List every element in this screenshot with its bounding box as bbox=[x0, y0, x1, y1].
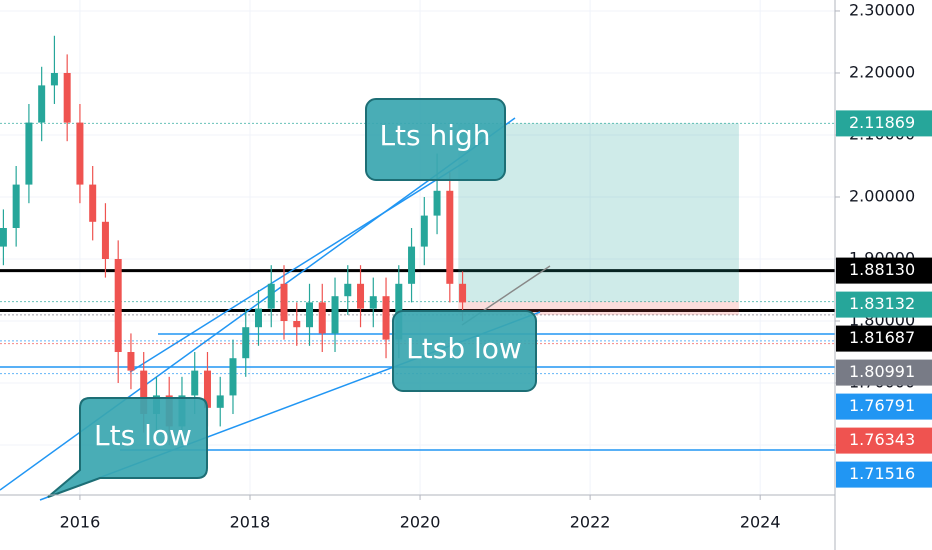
candle-body bbox=[229, 358, 237, 396]
trend-line bbox=[129, 159, 469, 373]
price-tag bbox=[836, 393, 932, 420]
price-tag-label: 1.80991 bbox=[849, 362, 915, 381]
candle-body bbox=[420, 215, 428, 247]
price-tag bbox=[836, 257, 932, 284]
x-tick-label: 2020 bbox=[400, 513, 441, 532]
x-tick-label: 2018 bbox=[230, 513, 271, 532]
price-tag bbox=[836, 291, 932, 318]
candle-body bbox=[0, 227, 7, 247]
price-tag-label: 1.88130 bbox=[849, 260, 915, 279]
price-tag-label: 1.71516 bbox=[849, 464, 915, 483]
candle-body bbox=[38, 85, 46, 123]
price-tag-label: 1.76791 bbox=[849, 396, 915, 415]
candle-body bbox=[306, 302, 314, 328]
candle-body bbox=[318, 302, 326, 334]
price-tag-label: 2.11869 bbox=[849, 113, 915, 132]
candle-body bbox=[50, 72, 58, 86]
price-tag bbox=[836, 461, 932, 488]
candle-body bbox=[459, 283, 467, 303]
candle-body bbox=[331, 296, 339, 334]
candle-body bbox=[267, 283, 275, 309]
candle-body bbox=[12, 184, 20, 228]
candle-body bbox=[216, 395, 224, 408]
candle-body bbox=[280, 283, 288, 322]
candle-body bbox=[101, 221, 109, 260]
candle-body bbox=[433, 190, 441, 216]
y-tick-label: 2.00000 bbox=[849, 186, 915, 205]
x-tick-label: 2016 bbox=[60, 513, 101, 532]
candle-body bbox=[127, 352, 135, 371]
price-tag bbox=[836, 110, 932, 137]
candle-body bbox=[89, 184, 97, 222]
candle-body bbox=[344, 283, 352, 297]
candle-body bbox=[203, 370, 211, 408]
price-tags: 2.11869 1.88130 1.83132 1.81687 1.80991 1.767… bbox=[836, 110, 932, 488]
candle-body bbox=[25, 122, 33, 185]
callout-box bbox=[392, 310, 537, 392]
candle-body bbox=[293, 321, 301, 328]
x-tick-label: 2022 bbox=[570, 513, 611, 532]
candle-body bbox=[63, 72, 71, 123]
candle-body bbox=[408, 246, 416, 284]
callout-text: Lts high bbox=[379, 119, 490, 152]
position-zones bbox=[458, 123, 739, 315]
y-tick-label: 2.30000 bbox=[849, 0, 915, 19]
price-tag-label: 1.83132 bbox=[849, 294, 915, 313]
candle-body bbox=[382, 296, 390, 340]
callout-box bbox=[365, 98, 506, 181]
callout-text: Lts low bbox=[94, 419, 192, 452]
candle-body bbox=[140, 370, 148, 415]
x-tick-label: 2024 bbox=[740, 513, 781, 532]
callout-box bbox=[47, 397, 208, 498]
price-tag-label: 1.76343 bbox=[849, 430, 915, 449]
price-tag bbox=[836, 325, 932, 352]
callout-text: Ltsb low bbox=[406, 332, 522, 365]
candle-body bbox=[242, 327, 250, 359]
price-tag-label: 1.81687 bbox=[849, 328, 915, 347]
candle-body bbox=[446, 190, 454, 284]
candle-body bbox=[114, 259, 122, 353]
price-tag bbox=[836, 359, 932, 386]
price-tag bbox=[836, 427, 932, 454]
y-tick-label: 2.20000 bbox=[849, 62, 915, 81]
candle-body bbox=[254, 308, 262, 328]
candle-body bbox=[369, 296, 377, 309]
annotations: Lts high Ltsb low Lts low bbox=[47, 98, 537, 498]
candle-body bbox=[76, 122, 84, 185]
candle-body bbox=[357, 283, 365, 309]
candle-body bbox=[191, 370, 199, 396]
